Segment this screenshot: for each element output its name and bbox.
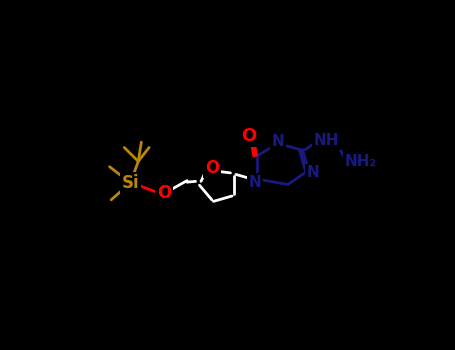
Text: O: O [205,159,219,176]
Text: NH₂: NH₂ [344,154,377,169]
Text: N: N [271,134,284,149]
Text: O: O [242,127,257,145]
Text: N: N [307,166,320,180]
Text: O: O [157,184,171,202]
Text: N: N [249,175,262,190]
Text: NH: NH [314,133,339,148]
Text: Si: Si [121,174,139,192]
